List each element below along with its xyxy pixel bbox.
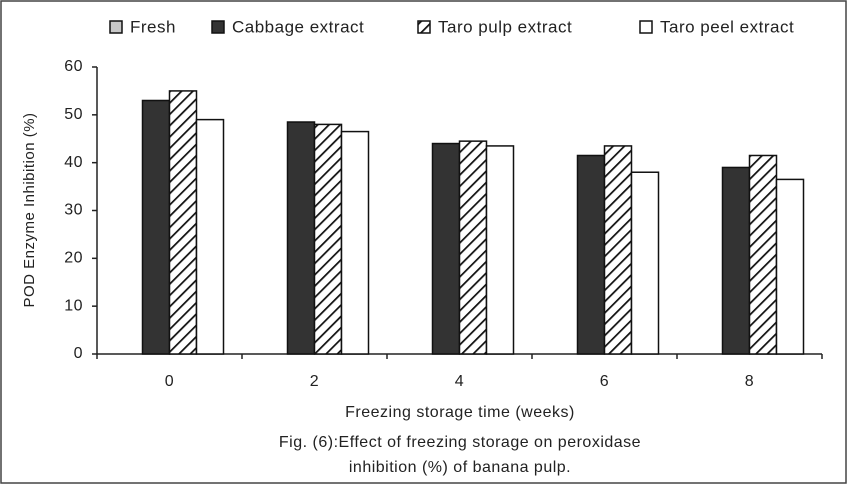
y-tick-label: 60 xyxy=(64,58,83,75)
bar xyxy=(576,154,606,355)
bar xyxy=(603,145,633,355)
y-tick-label: 30 xyxy=(64,202,83,219)
caption: Fig. (6):Effect of freezing storage on p… xyxy=(279,434,641,451)
bar xyxy=(340,130,370,355)
legend-label: Fresh xyxy=(130,17,176,36)
y-tick-label: 20 xyxy=(64,250,83,267)
bar xyxy=(748,154,778,355)
bar xyxy=(286,121,316,355)
y-tick-label: 10 xyxy=(64,297,83,314)
bar xyxy=(630,171,660,355)
bar xyxy=(195,118,225,355)
bar xyxy=(721,166,751,355)
y-tick-label: 0 xyxy=(74,345,83,362)
legend-swatch xyxy=(211,20,225,34)
legend-label: Cabbage extract xyxy=(232,17,364,36)
legend-swatch xyxy=(417,20,431,34)
bar xyxy=(168,90,198,355)
bar xyxy=(431,142,461,355)
legend-label: Taro pulp extract xyxy=(438,17,572,36)
x-tick-label: 6 xyxy=(600,373,609,390)
bar xyxy=(775,178,805,355)
bar xyxy=(313,123,343,355)
x-tick-label: 2 xyxy=(310,373,319,390)
y-tick-label: 40 xyxy=(64,154,83,171)
x-tick-label: 4 xyxy=(455,373,464,390)
legend-swatch xyxy=(639,20,653,34)
bar xyxy=(458,140,488,355)
legend-swatch xyxy=(109,20,123,34)
legend-label: Taro peel extract xyxy=(660,17,794,36)
x-tick-label: 0 xyxy=(165,373,174,390)
y-axis-label: POD Enzyme Inhibition (%) xyxy=(21,112,38,307)
caption: inhibition (%) of banana pulp. xyxy=(349,459,571,476)
x-tick-label: 8 xyxy=(745,373,754,390)
y-tick-label: 50 xyxy=(64,106,83,123)
x-axis-label: Freezing storage time (weeks) xyxy=(345,404,575,421)
bar xyxy=(141,99,171,355)
bar xyxy=(485,145,515,355)
